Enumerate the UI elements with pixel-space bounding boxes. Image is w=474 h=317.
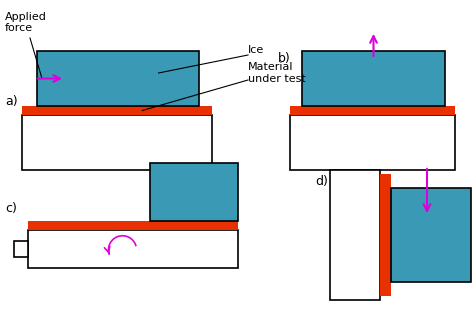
Bar xyxy=(330,170,380,300)
Text: b): b) xyxy=(278,52,291,65)
Text: under test: under test xyxy=(248,74,306,84)
Bar xyxy=(28,221,238,230)
Bar xyxy=(22,115,212,170)
Text: c): c) xyxy=(5,202,17,215)
Bar xyxy=(391,188,471,282)
Text: a): a) xyxy=(5,95,18,108)
Text: Material: Material xyxy=(248,62,293,72)
Bar xyxy=(37,51,199,106)
Bar xyxy=(380,174,391,296)
Text: force: force xyxy=(5,23,33,33)
Bar xyxy=(290,106,455,115)
Bar xyxy=(22,106,212,115)
Text: Applied: Applied xyxy=(5,12,47,22)
Bar xyxy=(150,163,238,221)
Text: Ice: Ice xyxy=(248,45,264,55)
Bar xyxy=(28,230,238,268)
Text: d): d) xyxy=(315,175,328,188)
Bar xyxy=(302,51,445,106)
Bar xyxy=(290,115,455,170)
Bar xyxy=(14,241,28,257)
